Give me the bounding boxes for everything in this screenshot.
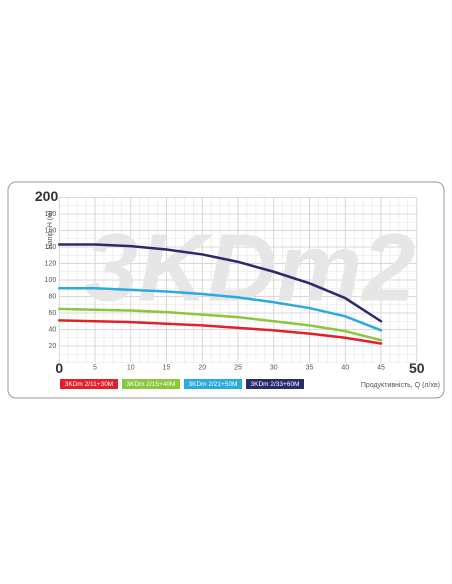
y-tick-label: 180	[45, 211, 57, 218]
legend-label: 3KDm 2/15+40M	[127, 381, 176, 388]
legend-swatch	[184, 379, 242, 389]
x-tick-label: 50	[409, 360, 425, 376]
y-tick-label: 100	[45, 277, 57, 284]
y-tick-label: 20	[48, 343, 56, 350]
y-tick-label: 80	[48, 293, 56, 300]
series-line	[58, 319, 383, 345]
legend-swatch	[60, 379, 118, 389]
y-tick-label: 140	[45, 244, 57, 251]
legend-label: 3KDm 2/21+50M	[189, 381, 238, 388]
y-tick-label: 40	[48, 326, 56, 333]
y-axis-label: Напір, Н (м)	[46, 211, 54, 250]
series-line	[58, 307, 383, 342]
y-tick-label: 160	[45, 227, 57, 234]
x-tick-label: 45	[377, 364, 385, 371]
x-tick-label: 10	[127, 364, 135, 371]
y-tick-label: 200	[35, 188, 59, 204]
series-line	[58, 287, 383, 332]
x-tick-label: 35	[306, 364, 314, 371]
legend-swatch	[246, 379, 304, 389]
x-tick-label: 0	[55, 360, 63, 376]
x-axis-label: Продуктивність, Q (л/хв)	[361, 381, 440, 389]
watermark: 3KDm2	[85, 214, 416, 321]
x-tick-label: 15	[163, 364, 171, 371]
series-line	[58, 243, 383, 323]
x-tick-label: 30	[270, 364, 278, 371]
y-tick-label: 60	[48, 310, 56, 317]
x-tick-label: 40	[341, 364, 349, 371]
x-tick-label: 5	[93, 364, 97, 371]
chart-frame	[7, 181, 445, 399]
x-tick-label: 20	[198, 364, 206, 371]
x-tick-label: 25	[234, 364, 242, 371]
legend-swatch	[122, 379, 180, 389]
legend-label: 3KDm 2/33+60M	[251, 381, 300, 388]
legend-label: 3KDm 2/11+30M	[65, 381, 113, 388]
y-tick-label: 120	[45, 260, 57, 267]
